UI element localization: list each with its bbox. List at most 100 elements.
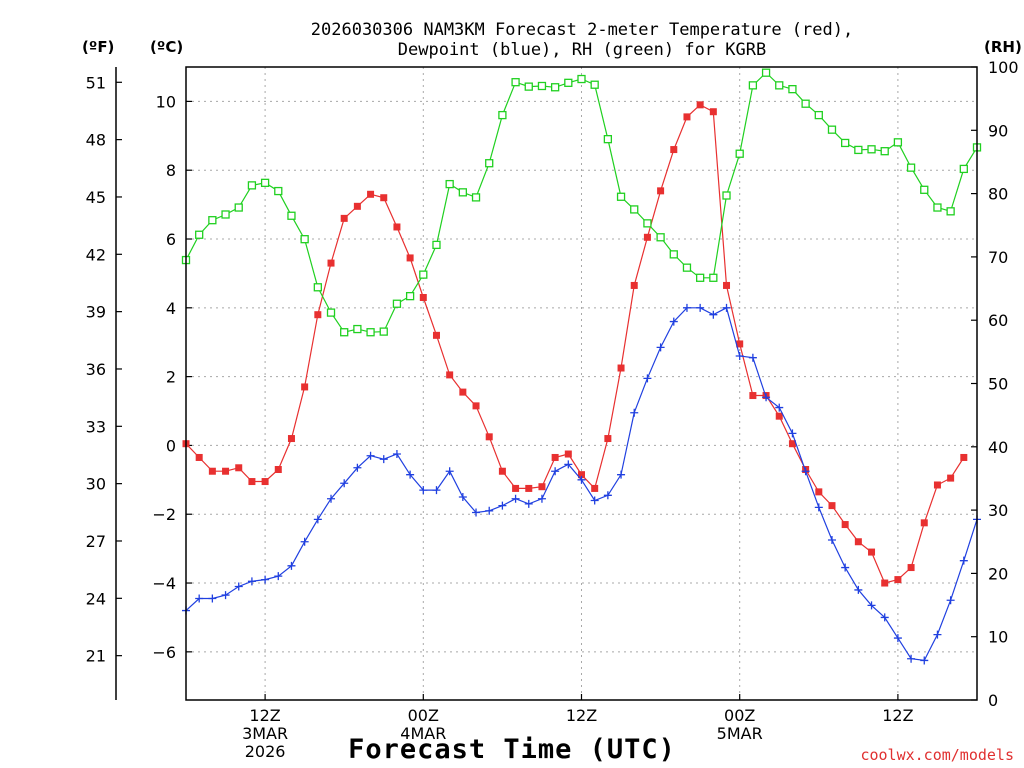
celsius-unit-label: (ºC) <box>150 38 183 56</box>
dewpoint-point <box>841 563 850 572</box>
rh-point <box>471 193 481 202</box>
axes: 2124273033363942454851−6−4−2024681001020… <box>86 58 1019 761</box>
dewpoint-point <box>709 310 718 319</box>
rh-point <box>669 250 678 259</box>
x-tick-label: 2026 <box>245 742 286 761</box>
dewpoint-point <box>392 450 401 459</box>
fahrenheit-tick-label: 51 <box>86 73 106 92</box>
x-axis-title: Forecast Time (UTC) <box>348 734 676 765</box>
dewpoint-point <box>472 508 481 517</box>
temperature-point <box>723 281 731 289</box>
temperature-point <box>446 371 454 379</box>
plot-frame <box>185 66 978 701</box>
temperature-point <box>881 579 889 587</box>
temperature-point <box>261 478 269 486</box>
dewpoint-point <box>827 536 836 545</box>
temperature-point <box>380 194 388 202</box>
dewpoint-point <box>682 303 691 312</box>
celsius-tick-label: 4 <box>166 299 176 318</box>
rh-point <box>366 328 375 337</box>
fahrenheit-tick-label: 33 <box>86 417 106 436</box>
rh-point <box>274 186 283 196</box>
rh-point <box>748 81 758 90</box>
dewpoint-point <box>247 577 256 586</box>
temperature-point <box>670 146 678 154</box>
x-tick-label: 00Z <box>724 706 755 725</box>
rh-point <box>221 210 230 219</box>
temperature-point <box>512 484 520 492</box>
dewpoint-point <box>590 496 599 505</box>
rh-point <box>498 110 507 120</box>
temperature-point <box>775 412 783 420</box>
fahrenheit-tick-label: 45 <box>86 188 106 207</box>
x-tick-label: 3MAR <box>242 724 288 743</box>
series-line <box>185 104 965 584</box>
rh-point <box>761 68 771 77</box>
rh-point <box>590 80 599 89</box>
temperature-point <box>736 340 744 348</box>
dewpoint-point <box>564 460 573 469</box>
rh-point <box>893 138 903 147</box>
temperature-point <box>749 392 757 400</box>
temperature-point <box>920 519 928 527</box>
fahrenheit-tick-label: 21 <box>86 647 106 666</box>
fahrenheit-tick-label: 36 <box>86 360 106 379</box>
celsius-tick-label: 6 <box>166 230 176 249</box>
rh-point <box>313 283 322 292</box>
rh-point <box>550 83 560 92</box>
rh-point <box>630 205 639 214</box>
dewpoint-point <box>669 317 678 326</box>
dewpoint-point <box>722 303 731 312</box>
dewpoint-point <box>735 351 744 360</box>
rh-point <box>405 291 415 301</box>
temperature-point <box>498 467 506 475</box>
x-tick-label: 12Z <box>249 706 280 725</box>
celsius-tick-label: 8 <box>166 161 176 180</box>
rh-tick-label: 60 <box>988 311 1008 330</box>
dewpoint-point <box>300 537 309 546</box>
rh-point <box>616 192 626 201</box>
x-tick-label: 4MAR <box>400 724 446 743</box>
temperature-point <box>340 214 348 222</box>
dewpoint-point <box>907 654 916 663</box>
rh-point <box>564 78 573 87</box>
dewpoint-point <box>551 467 560 476</box>
fahrenheit-tick-label: 27 <box>86 532 106 551</box>
dewpoint-point <box>801 467 810 476</box>
celsius-tick-label: −6 <box>152 643 176 662</box>
dewpoint-point <box>313 515 322 524</box>
rh-point <box>300 235 309 244</box>
temperature-point <box>617 364 625 372</box>
temperature-point <box>643 233 651 241</box>
temperature-point <box>432 331 440 339</box>
celsius-tick-label: −4 <box>152 574 176 593</box>
dewpoint-point <box>630 408 639 417</box>
temperature-point <box>683 113 691 121</box>
temperature-point <box>235 464 243 472</box>
dewpoint-point <box>274 572 283 581</box>
temperature-point <box>195 453 203 461</box>
rh-point <box>722 191 731 200</box>
x-tick-label: 00Z <box>408 706 439 725</box>
rh-point <box>841 138 850 148</box>
temperature-point <box>696 101 704 109</box>
dewpoint-point <box>788 429 797 438</box>
temperature-point <box>578 471 585 479</box>
rh-point <box>340 328 349 337</box>
dewpoint-point <box>537 494 546 503</box>
temperature-point <box>907 564 915 572</box>
rh-point <box>959 164 968 174</box>
x-tick-label: 12Z <box>566 706 597 725</box>
series-line <box>185 71 978 333</box>
dewpoint-point <box>762 393 771 402</box>
rh-point <box>392 299 402 308</box>
temperature-point <box>947 474 955 482</box>
rh-tick-label: 70 <box>988 248 1008 267</box>
rh-point <box>419 270 428 279</box>
dewpoint-point <box>485 506 494 515</box>
temperature-point <box>525 484 533 492</box>
rh-point <box>234 203 243 212</box>
rh-point <box>788 85 797 94</box>
temperature-point <box>841 521 849 529</box>
temperature-point <box>472 402 480 410</box>
